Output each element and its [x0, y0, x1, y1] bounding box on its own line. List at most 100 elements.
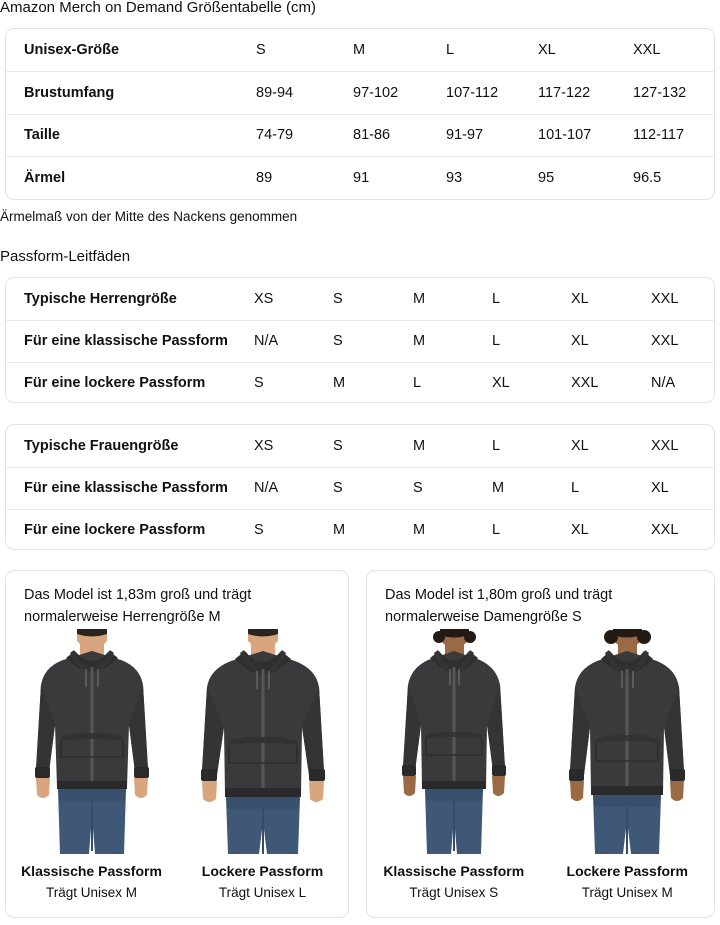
model-caption-men-classic: Klassische Passform Trägt Unisex M — [6, 861, 177, 903]
men-classic-0: N/A — [254, 319, 333, 362]
women-relaxed-2: M — [413, 508, 492, 549]
column-header-xxl: XXL — [633, 42, 661, 58]
row-label-chest: Brustumfang — [6, 71, 256, 114]
model-photo-men-classic — [6, 629, 177, 854]
men-header-xl: XL — [571, 290, 589, 307]
table-row: Für eine lockere Passform S M M L XL XXL — [6, 508, 714, 549]
fit-wears-women-classic: Trägt Unisex S — [409, 885, 499, 900]
cell-waist-xl: 101-107 — [538, 113, 633, 157]
column-header-label: Unisex-Größe — [24, 42, 120, 58]
cell-sleeve-xl: 95 — [538, 156, 633, 199]
women-fit-guide-table: Typische Frauengröße XS S M L XL XXL Für… — [5, 424, 715, 550]
fit-wears-men-classic: Trägt Unisex M — [45, 885, 138, 900]
women-classic-0: N/A — [254, 466, 333, 509]
table-header-row: Typische Herrengröße XS S M L XL XXL — [6, 278, 714, 320]
women-relaxed-5: XXL — [651, 508, 714, 549]
men-classic-1: S — [333, 319, 413, 362]
table-row: Ärmel 89 91 93 95 96.5 — [6, 156, 714, 199]
row-label-women-classic-fit: Für eine klassische Passform — [6, 466, 254, 509]
row-label-women-relaxed-fit: Für eine lockere Passform — [6, 508, 254, 549]
female-model-relaxed-fit-illustration — [541, 629, 715, 854]
men-relaxed-1: M — [333, 361, 413, 402]
row-label-waist: Taille — [6, 113, 256, 157]
women-relaxed-1: M — [333, 508, 413, 549]
cell-waist-s: 74-79 — [256, 113, 353, 157]
model-captions-women: Klassische Passform Trägt Unisex S Locke… — [367, 861, 714, 903]
women-classic-4: L — [571, 466, 651, 509]
women-header-m: M — [413, 437, 426, 454]
women-fit-grid: Typische Frauengröße XS S M L XL XXL Für… — [6, 425, 714, 549]
cell-chest-xxl: 127-132 — [633, 71, 714, 114]
model-caption-women-relaxed: Lockere Passform Trägt Unisex M — [541, 861, 715, 903]
men-classic-3: L — [492, 319, 571, 362]
women-classic-1: S — [333, 466, 413, 509]
page-title: Amazon Merch on Demand Größentabelle (cm… — [0, 0, 316, 16]
cell-chest-l: 107-112 — [446, 71, 538, 114]
fit-name-men-classic: Klassische Passform — [21, 863, 162, 879]
female-model-classic-fit-illustration — [367, 629, 541, 854]
cell-sleeve-l: 93 — [446, 156, 538, 199]
fit-name-women-classic: Klassische Passform — [383, 863, 525, 879]
column-header-xl: XL — [538, 42, 556, 58]
table-header-row: Unisex-Größe S M L XL XXL — [6, 29, 714, 72]
women-classic-5: XL — [651, 466, 714, 509]
table-row: Taille 74-79 81-86 91-97 101-107 112-117 — [6, 113, 714, 157]
table-row: Für eine klassische Passform N/A S M L X… — [6, 319, 714, 362]
model-card-men-heading: Das Model ist 1,83m groß und trägt norma… — [24, 587, 252, 625]
male-model-classic-fit-illustration — [6, 629, 177, 854]
men-header-xs: XS — [254, 290, 274, 307]
fit-wears-women-relaxed: Trägt Unisex M — [581, 885, 673, 900]
cell-chest-s: 89-94 — [256, 71, 353, 114]
cell-chest-xl: 117-122 — [538, 71, 633, 114]
men-fit-grid: Typische Herrengröße XS S M L XL XXL Für… — [6, 278, 714, 402]
row-label-men-relaxed-fit: Für eine lockere Passform — [6, 361, 254, 402]
table-header-row: Typische Frauengröße XS S M L XL XXL — [6, 425, 714, 467]
women-header-xl: XL — [571, 437, 589, 454]
cell-sleeve-xxl: 96.5 — [633, 156, 714, 199]
men-classic-5: XXL — [651, 319, 714, 362]
model-captions-men: Klassische Passform Trägt Unisex M Locke… — [6, 861, 348, 903]
model-photo-women-relaxed — [541, 629, 715, 854]
model-photos-men — [6, 629, 348, 854]
cell-sleeve-s: 89 — [256, 156, 353, 199]
table-row: Für eine lockere Passform S M L XL XXL N… — [6, 361, 714, 402]
women-header-xs: XS — [254, 437, 274, 454]
column-header-m: M — [353, 42, 366, 58]
table-row: Für eine klassische Passform N/A S S M L… — [6, 466, 714, 509]
cell-chest-m: 97-102 — [353, 71, 446, 114]
women-classic-2: S — [413, 466, 492, 509]
column-header-s: S — [256, 42, 266, 58]
men-classic-4: XL — [571, 319, 651, 362]
men-header-m: M — [413, 290, 426, 307]
model-caption-women-classic: Klassische Passform Trägt Unisex S — [367, 861, 541, 903]
cell-waist-l: 91-97 — [446, 113, 538, 157]
male-model-relaxed-fit-illustration — [177, 629, 348, 854]
men-relaxed-5: N/A — [651, 361, 714, 402]
women-relaxed-3: L — [492, 508, 571, 549]
model-card-women-heading: Das Model ist 1,80m groß und trägt norma… — [385, 587, 613, 625]
cell-waist-xxl: 112-117 — [633, 113, 714, 157]
measurements-grid: Unisex-Größe S M L XL XXL Brustumfang 89… — [6, 29, 714, 199]
model-photo-men-relaxed — [177, 629, 348, 854]
fit-guides-heading: Passform-Leitfäden — [0, 248, 131, 265]
men-relaxed-3: XL — [492, 361, 571, 402]
men-relaxed-0: S — [254, 361, 333, 402]
women-relaxed-0: S — [254, 508, 333, 549]
men-header-s: S — [333, 290, 343, 307]
table-row: Brustumfang 89-94 97-102 107-112 117-122… — [6, 71, 714, 114]
fit-wears-men-relaxed: Trägt Unisex L — [218, 885, 307, 900]
men-fit-guide-table: Typische Herrengröße XS S M L XL XXL Für… — [5, 277, 715, 403]
women-relaxed-4: XL — [571, 508, 651, 549]
row-label-typical-mens-size: Typische Herrengröße — [24, 290, 177, 307]
men-classic-2: M — [413, 319, 492, 362]
women-header-xxl: XXL — [651, 437, 679, 454]
model-card-men: Das Model ist 1,83m groß und trägt norma… — [5, 570, 349, 918]
row-label-sleeve: Ärmel — [6, 156, 256, 199]
sleeve-measurement-note: Ärmelmaß von der Mitte des Nackens genom… — [0, 209, 298, 224]
row-label-men-classic-fit: Für eine klassische Passform — [6, 319, 254, 362]
model-card-women: Das Model ist 1,80m groß und trägt norma… — [366, 570, 715, 918]
men-relaxed-4: XXL — [571, 361, 651, 402]
cell-sleeve-m: 91 — [353, 156, 446, 199]
women-header-s: S — [333, 437, 343, 454]
